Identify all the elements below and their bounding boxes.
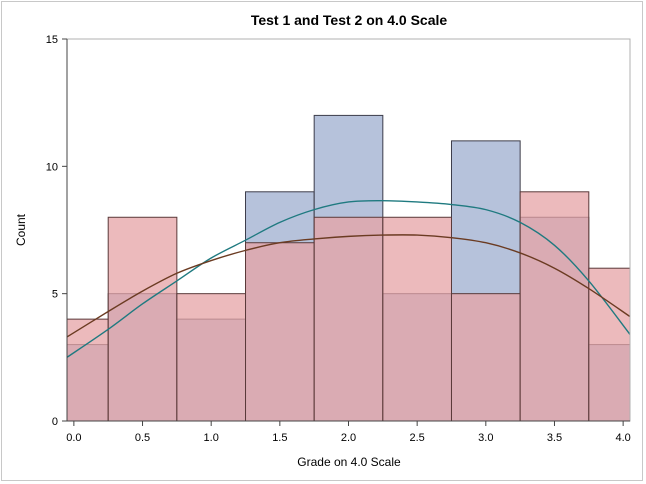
series-2-bar-4 bbox=[245, 242, 315, 422]
bars-layer bbox=[66, 114, 631, 422]
x-axis-label: Grade on 4.0 Scale bbox=[297, 455, 401, 469]
y-tick-label-3: 10 bbox=[46, 161, 58, 173]
curves-layer bbox=[66, 200, 631, 358]
series-1-density-curve bbox=[66, 200, 631, 358]
x-tick-label-4: 1.5 bbox=[272, 432, 287, 444]
series-2-bar-5 bbox=[313, 216, 384, 422]
x-tick-label-2: 0.5 bbox=[135, 432, 150, 444]
x-tick-label-3: 1.0 bbox=[204, 432, 219, 444]
x-tick-label-7: 3.0 bbox=[478, 432, 493, 444]
y-tick-label-4: 15 bbox=[46, 34, 58, 46]
x-tick-label-1: 0.0 bbox=[66, 432, 81, 444]
series-2-bar-7 bbox=[450, 293, 521, 422]
series-2-bar-3 bbox=[176, 293, 247, 422]
y-axis-label: Count bbox=[14, 213, 28, 246]
x-tick-label-8: 3.5 bbox=[547, 432, 562, 444]
series-2-bar-1 bbox=[66, 318, 109, 422]
chart-title: Test 1 and Test 2 on 4.0 Scale bbox=[251, 12, 448, 28]
x-tick-label-9: 4.0 bbox=[615, 432, 630, 444]
series-2-bar-6 bbox=[382, 216, 452, 422]
series-2-bar-9 bbox=[588, 267, 631, 422]
axes-layer: 0.0 0.5 1.0 1.5 2.0 2.5 3.0 3.5 4.0 0 5 10 15 bbox=[46, 34, 631, 444]
series-2-density-curve bbox=[66, 234, 631, 338]
series-2-bar-2 bbox=[107, 216, 178, 422]
series-2-bar-8 bbox=[519, 191, 590, 422]
x-tick-label-6: 2.5 bbox=[410, 432, 425, 444]
x-tick-label-5: 2.0 bbox=[341, 432, 356, 444]
y-tick-label-2: 5 bbox=[52, 289, 58, 301]
y-tick-label-1: 0 bbox=[52, 416, 58, 428]
